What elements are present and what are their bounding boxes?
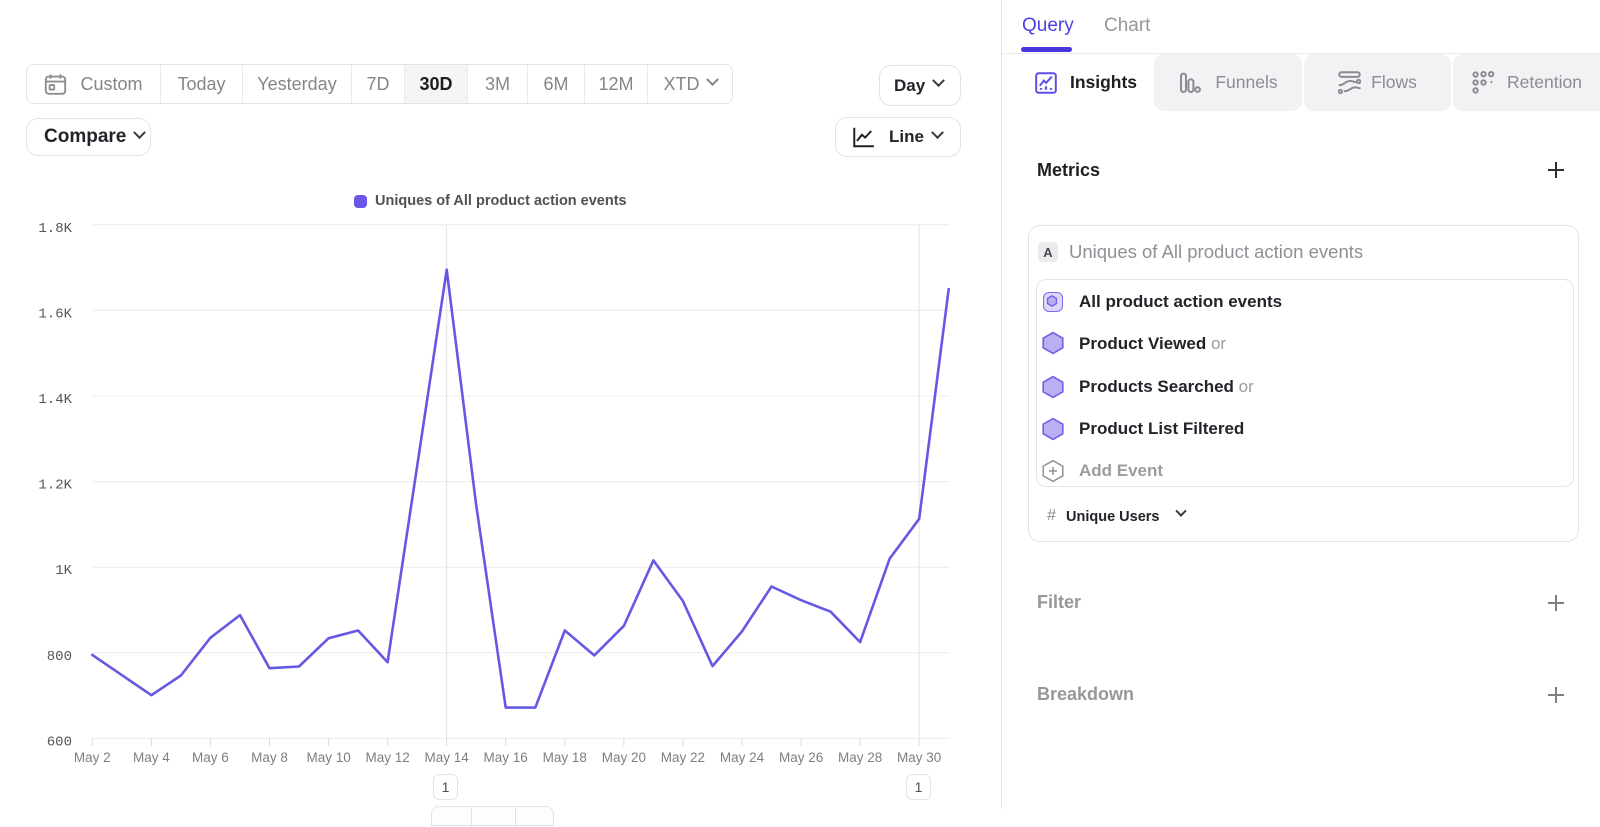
svg-text:May 26: May 26: [779, 750, 823, 765]
svg-text:May 30: May 30: [897, 750, 941, 765]
svg-text:800: 800: [47, 649, 72, 665]
svg-text:May 28: May 28: [838, 750, 882, 765]
svg-text:May 24: May 24: [720, 750, 765, 765]
svg-text:1.6K: 1.6K: [38, 306, 72, 322]
svg-text:1.2K: 1.2K: [38, 478, 72, 494]
svg-text:1K: 1K: [55, 563, 72, 579]
svg-text:May 22: May 22: [661, 750, 705, 765]
svg-text:May 4: May 4: [133, 750, 170, 765]
svg-text:1.4K: 1.4K: [38, 392, 72, 408]
svg-text:May 18: May 18: [543, 750, 587, 765]
svg-text:600: 600: [47, 734, 72, 750]
svg-text:May 16: May 16: [484, 750, 528, 765]
svg-text:May 8: May 8: [251, 750, 288, 765]
svg-text:May 12: May 12: [365, 750, 409, 765]
svg-text:May 6: May 6: [192, 750, 229, 765]
svg-text:1.8K: 1.8K: [38, 221, 72, 237]
svg-text:May 14: May 14: [425, 750, 470, 765]
svg-text:May 10: May 10: [306, 750, 350, 765]
svg-text:May 2: May 2: [74, 750, 111, 765]
svg-text:May 20: May 20: [602, 750, 646, 765]
